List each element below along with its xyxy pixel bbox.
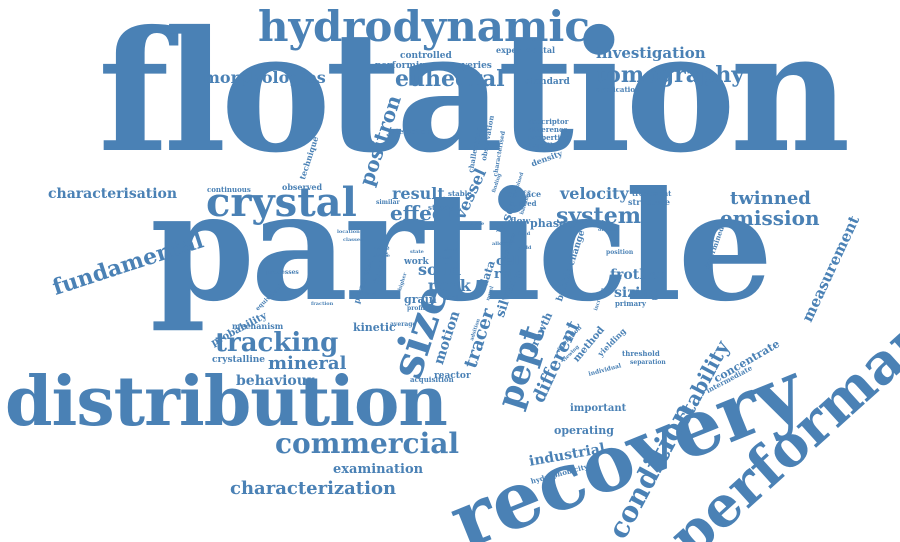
word-grain: grain xyxy=(404,293,437,306)
word-morphologies: morphologies xyxy=(203,68,326,87)
word-location: location xyxy=(337,229,360,235)
word-velocity: velocity xyxy=(560,184,629,203)
word-state: state xyxy=(410,249,424,255)
word-behaviour: behaviour xyxy=(236,373,315,389)
word-frother: frother xyxy=(610,267,666,283)
word-primary: primary xyxy=(615,299,646,308)
word-official: official xyxy=(598,227,618,233)
word-controlled: controlled xyxy=(400,51,452,61)
word-individual: individual xyxy=(587,362,623,378)
word-separation: separation xyxy=(630,359,666,366)
word-cape: cape xyxy=(374,245,390,252)
word-properties: properties xyxy=(528,133,569,142)
word-classes: classes xyxy=(343,237,363,243)
word-commercial: commercial xyxy=(275,427,460,460)
word-stable: stable xyxy=(448,189,472,198)
word-steady: steady xyxy=(428,203,454,212)
word-flow: flow xyxy=(510,217,531,227)
word-flotation: flotation xyxy=(98,0,851,190)
word-examination: examination xyxy=(333,462,424,477)
word-investigation: investigation xyxy=(596,44,706,62)
word-descriptor: descriptor xyxy=(528,117,569,126)
word-characterisation: characterisation xyxy=(48,186,178,202)
word-allow: allow xyxy=(492,241,507,247)
word-similar: similar xyxy=(376,199,400,206)
word-recoveries: recoveries xyxy=(440,61,492,71)
word-surface: surface xyxy=(508,189,542,199)
word-peak: peak xyxy=(428,276,471,295)
word-acquisition: acquisition xyxy=(410,375,454,384)
word-rate: rate xyxy=(494,267,524,282)
word-continuous: continuous xyxy=(207,185,251,194)
word-melt: melt xyxy=(444,293,462,302)
word-standard: standard xyxy=(525,77,570,87)
word-fresh: fresh xyxy=(438,255,453,261)
word-treatment: treatment xyxy=(632,189,672,198)
word-field: field xyxy=(518,231,531,237)
word-tomography: tomography xyxy=(596,62,745,88)
word-experimental: experimental xyxy=(496,45,556,55)
word-system: system xyxy=(556,203,641,229)
word-impeller: impeller xyxy=(528,141,561,150)
word-particle: particle xyxy=(150,159,773,335)
word-measurement: measurement xyxy=(798,212,864,325)
word-observed: observed xyxy=(282,182,323,192)
word-position: position xyxy=(606,249,634,256)
word-difference: difference xyxy=(528,125,568,134)
word-application: application xyxy=(596,85,641,94)
word-crystal: crystal xyxy=(206,179,357,226)
word-tracking: tracking xyxy=(215,328,339,358)
word-average: average xyxy=(390,321,417,328)
word-characterization: characterization xyxy=(230,478,397,499)
word-structure: structure xyxy=(628,197,670,207)
word-work: work xyxy=(404,257,429,267)
word-threshold: threshold xyxy=(622,349,660,358)
word-solid: solid xyxy=(418,260,462,279)
word-processes: processes xyxy=(266,269,299,276)
word-utilized: utilized xyxy=(356,291,378,297)
word-yield: yield xyxy=(518,245,532,251)
word-emission: emission xyxy=(720,206,820,230)
word-sizing: sizing xyxy=(614,285,661,301)
word-hydrodynamic: hydrodynamic xyxy=(258,2,590,51)
word-single: single xyxy=(373,253,390,259)
word-important: important xyxy=(570,403,627,414)
word-profile: profile xyxy=(407,305,429,312)
word-fraction: fraction xyxy=(311,301,334,307)
word-operating: operating xyxy=(554,424,614,437)
word-sized: sized xyxy=(444,247,459,253)
word-effect: effect xyxy=(390,201,454,225)
word-scale: scale xyxy=(470,221,485,227)
word-kinetic: kinetic xyxy=(353,321,396,334)
word-performing: performing xyxy=(375,61,433,71)
word-mineral: mineral xyxy=(268,353,347,374)
word-stirred: stirred xyxy=(510,199,537,208)
word-interaction: interaction xyxy=(388,127,432,136)
word-crystalline: crystalline xyxy=(212,355,266,365)
word-distribution: distribution xyxy=(5,362,448,442)
word-euhedral: euhedral xyxy=(395,66,505,92)
word-twinned: twinned xyxy=(730,188,811,209)
word-cell: cell xyxy=(496,254,523,269)
word-tank: tank xyxy=(502,239,515,245)
word-mechanism: mechanism xyxy=(232,321,284,331)
word-result: result xyxy=(392,184,445,203)
word-reactor: reactor xyxy=(434,371,471,381)
word-phases: phases xyxy=(530,217,573,230)
